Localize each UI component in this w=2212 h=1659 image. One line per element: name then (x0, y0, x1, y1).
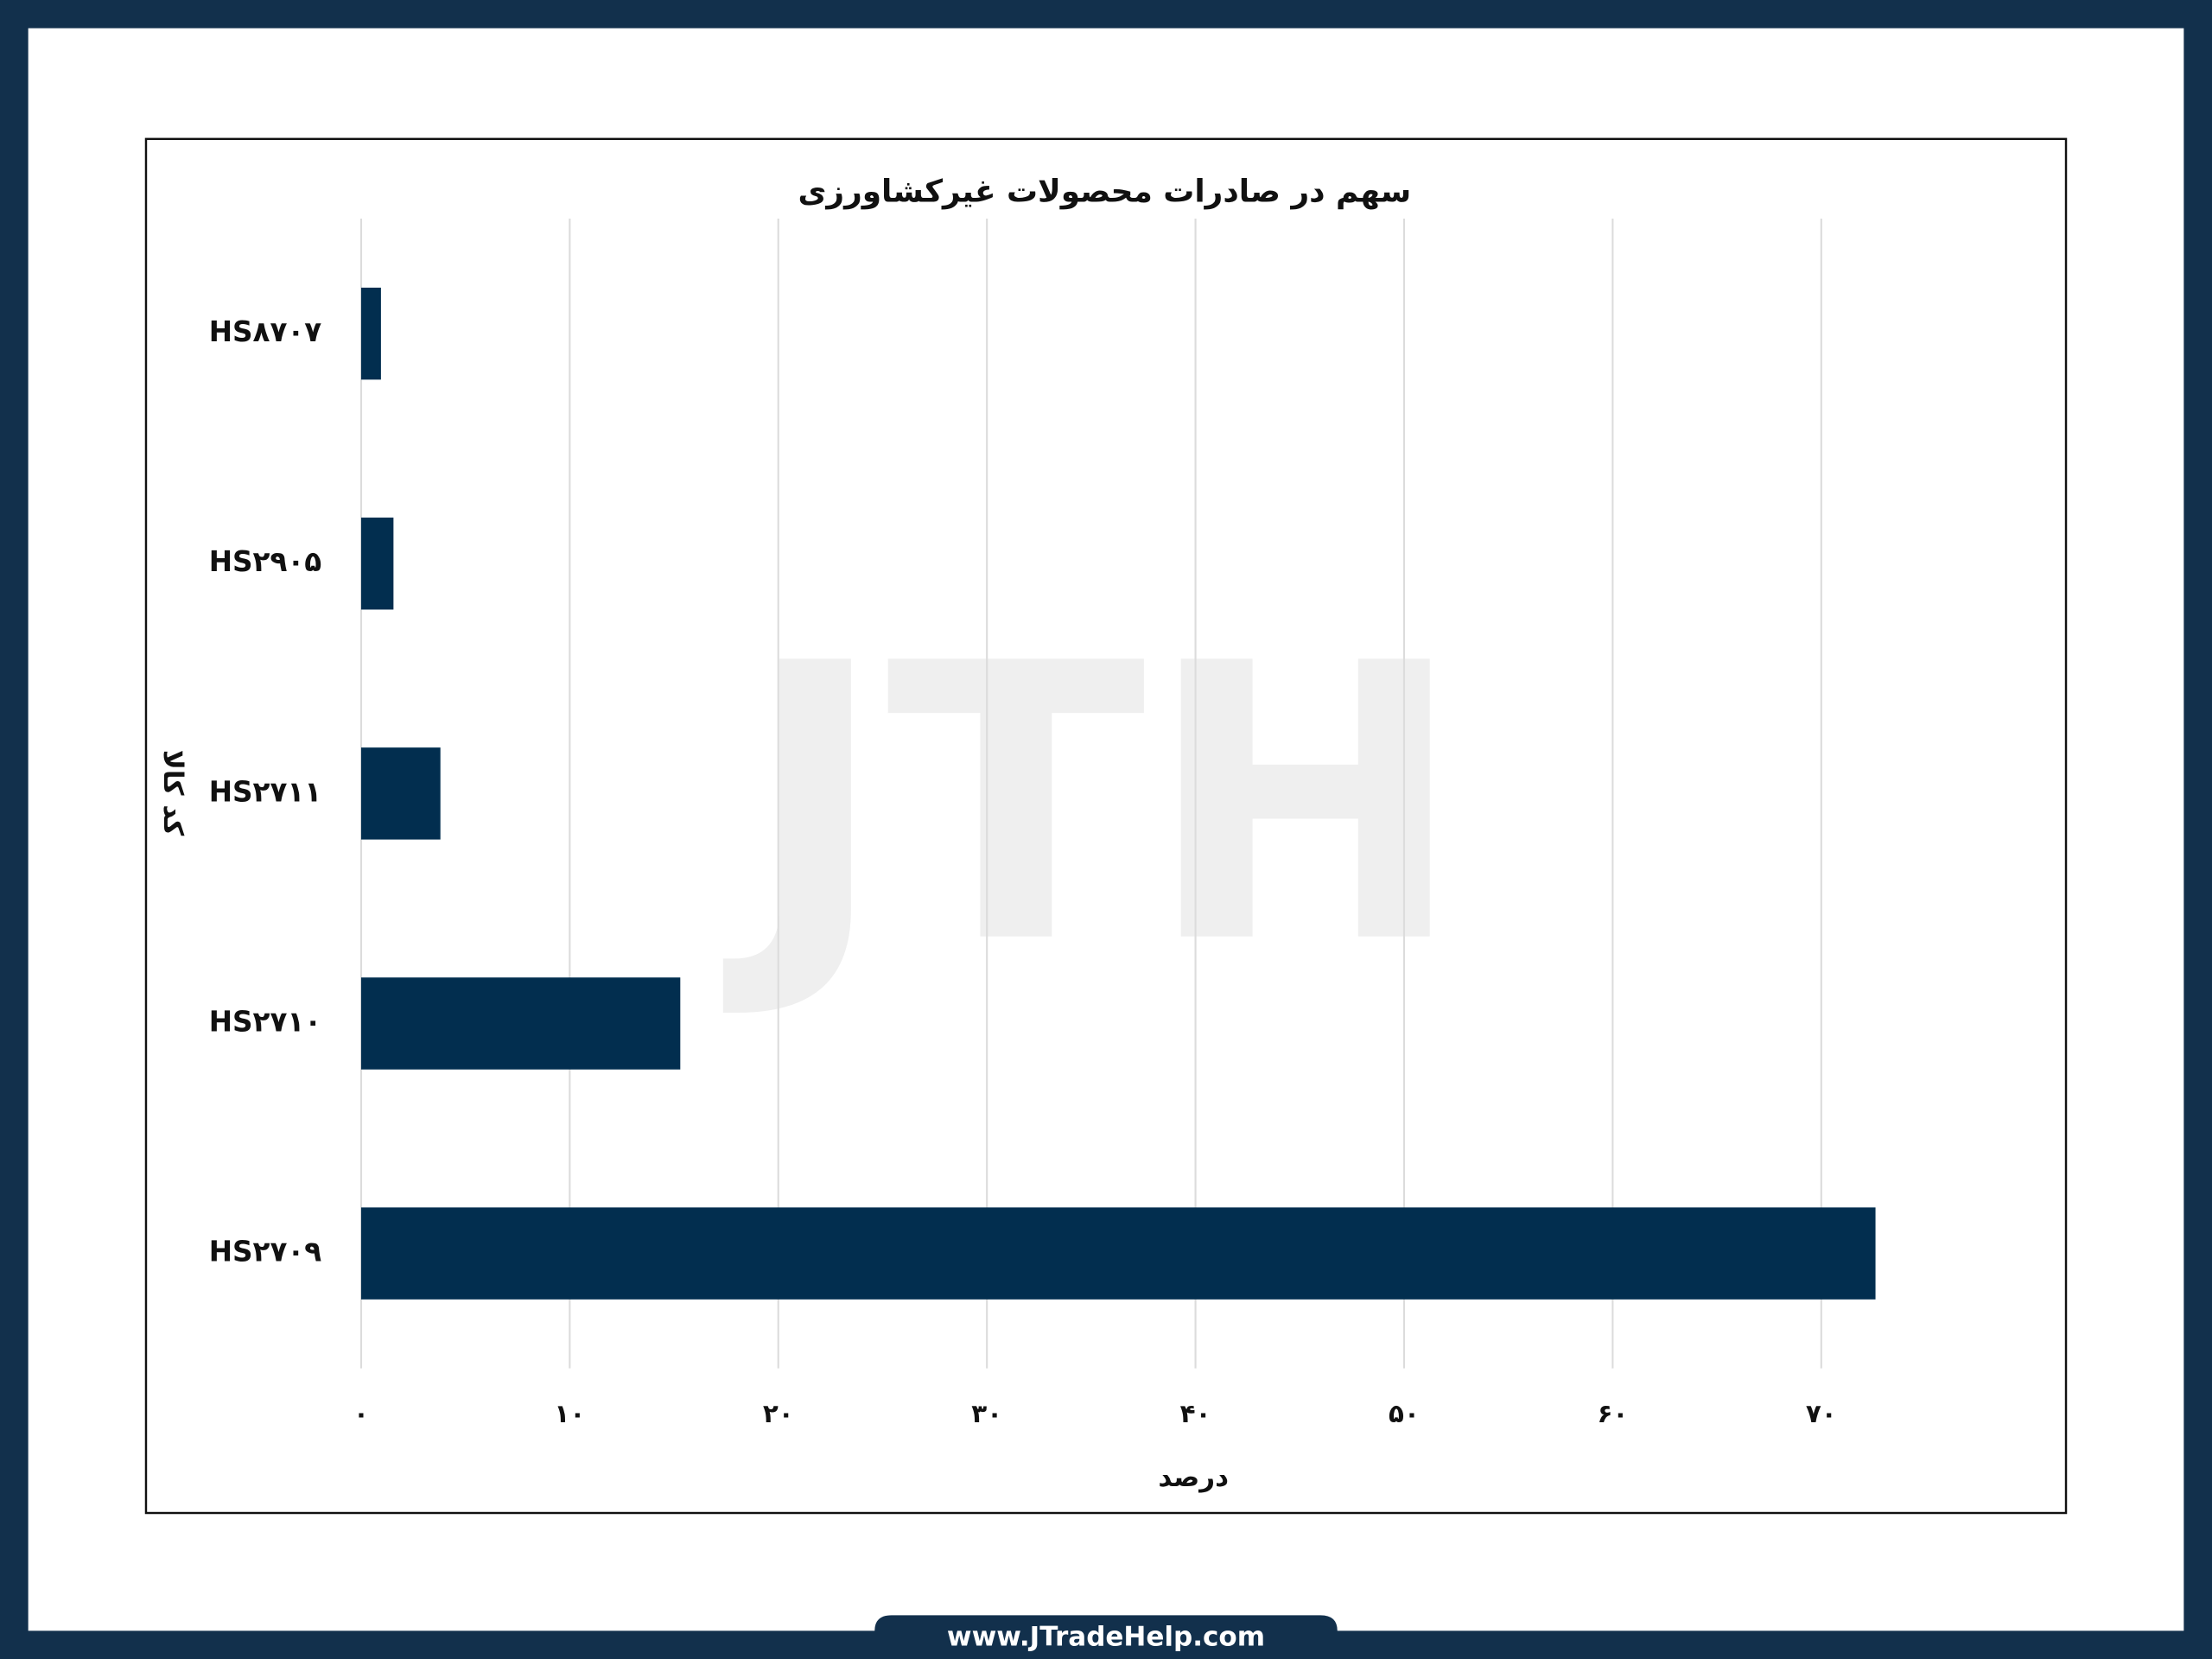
x-tick-label: ۲۰ (763, 1399, 794, 1428)
footer-tab (874, 1615, 1338, 1659)
y-tick-label: HS۸۷۰۷ (209, 315, 322, 348)
y-tick-label: HS۲۷۱۱ (209, 775, 322, 808)
bar (360, 977, 681, 1070)
bar (360, 747, 441, 840)
bar (360, 518, 394, 610)
chart-title: سهم در صادرات محصولات غیرکشاورزی (798, 175, 1411, 210)
y-tick-label: HS۲۷۰۹ (209, 1236, 322, 1268)
x-tick-label: ۴۰ (1180, 1399, 1211, 1428)
x-tick-label: ۱۰ (554, 1399, 585, 1428)
x-tick-label: ۶۰ (1597, 1399, 1628, 1428)
footer-url: www.JTradeHelp.com (947, 1622, 1265, 1653)
x-tick-label: ۵۰ (1389, 1399, 1420, 1428)
y-axis-label: کد کالا (157, 750, 188, 836)
watermark: JTH (721, 583, 1465, 1027)
y-tick-label: HS۲۷۱۰ (209, 1005, 322, 1038)
bar (360, 287, 381, 380)
bar (360, 1207, 1876, 1300)
y-tick-label: HS۲۹۰۵ (209, 545, 322, 578)
x-tick-label: ۷۰ (1806, 1399, 1837, 1428)
x-tick-label: ۳۰ (971, 1399, 1002, 1428)
x-axis-label: درصد (1158, 1462, 1229, 1493)
x-tick-label: ۰ (353, 1399, 369, 1428)
